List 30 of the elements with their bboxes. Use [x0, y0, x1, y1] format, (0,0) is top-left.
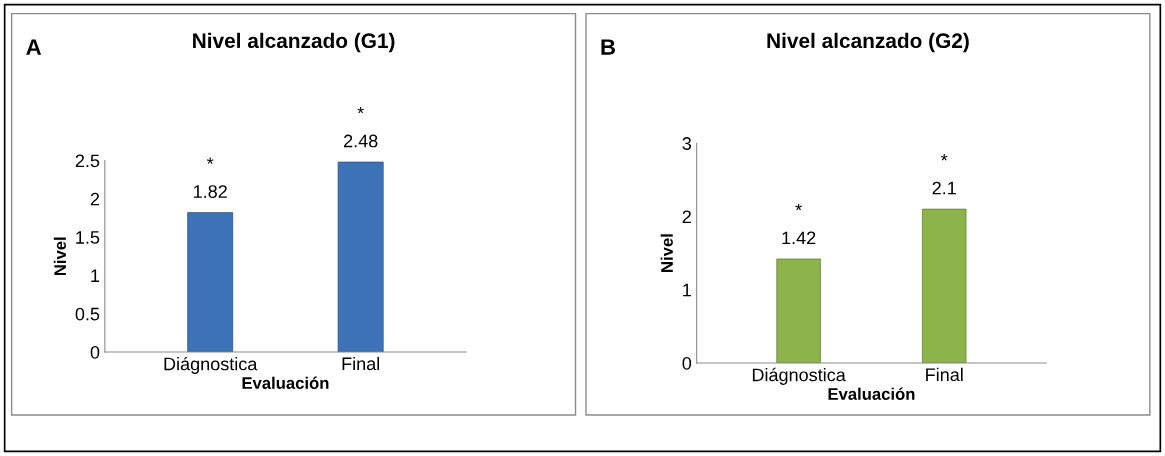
annotation: * [206, 157, 214, 164]
x-tick-label: Final [342, 356, 380, 371]
y-axis-title: Nivel [660, 234, 673, 272]
y-tick-label: 1 [91, 269, 100, 282]
y-tick-label: 0.5 [75, 307, 100, 321]
data-label: 2.1 [932, 181, 956, 195]
data-label: 1.42 [782, 231, 816, 245]
data-label: 2.48 [344, 134, 378, 148]
chart-title: Nivel alcanzado (G1) [193, 32, 395, 53]
data-label: 1.82 [193, 185, 227, 198]
y-tick-label: 1 [683, 283, 691, 297]
x-axis-title: Evaluación [828, 387, 915, 400]
annotation: * [795, 203, 802, 211]
y-tick-label: 0 [90, 345, 100, 359]
text: B [601, 39, 616, 55]
y-axis-title: Nivel [53, 237, 67, 276]
y-tick-label: 1.5 [76, 231, 100, 244]
y-tick-label: 2 [682, 210, 691, 223]
x-tick-label: Diágnostica [164, 356, 258, 374]
chart-title: Nivel alcanzado (G2) [767, 32, 969, 53]
y-tick-label: 2 [90, 192, 100, 206]
y-tick-label: 0 [682, 356, 692, 370]
x-axis-title: Evaluación [242, 376, 329, 389]
x-tick-label: Final [926, 367, 963, 382]
annotation: * [941, 154, 948, 161]
text: * [357, 106, 364, 114]
y-tick-label: 2.5 [75, 154, 100, 168]
text: A [26, 39, 42, 55]
y-tick-label: 3 [682, 137, 692, 150]
x-tick-label: Diágnostica [752, 367, 846, 385]
